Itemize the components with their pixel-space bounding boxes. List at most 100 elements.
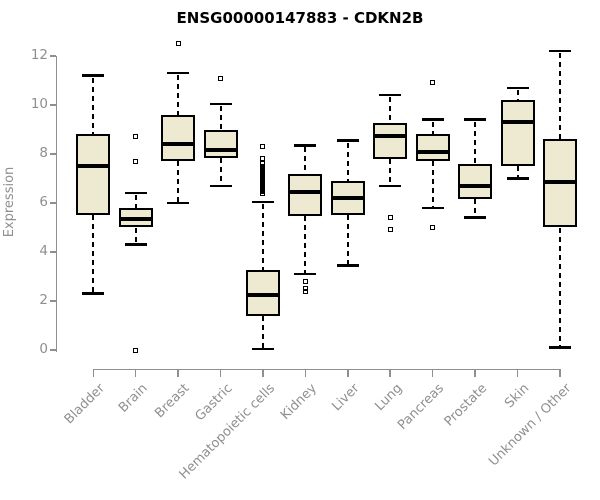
y-tick: [49, 55, 56, 57]
box-skin: [500, 100, 535, 167]
x-tick-label-skin: Skin: [501, 381, 533, 412]
whisker-high-prostate: [474, 121, 477, 164]
whisker-high-cap-skin: [506, 86, 529, 90]
box-bladder: [76, 134, 111, 216]
whisker-low-gastric: [219, 157, 222, 185]
whisker-high-cap-lung: [379, 93, 402, 97]
whisker-high-kidney: [304, 147, 307, 174]
outlier-point-kidney: [302, 278, 308, 284]
x-tick-label-unknown-other: Unknown / Other: [486, 381, 575, 470]
x-tick: [516, 370, 519, 377]
x-tick: [389, 370, 391, 377]
x-tick: [134, 370, 137, 377]
whisker-high-cap-gastric: [209, 102, 232, 106]
whisker-high-cap-liver: [336, 139, 359, 142]
outlier-point-breast: [175, 41, 181, 47]
whisker-low-cap-bladder: [82, 292, 105, 295]
x-tick-label-brain: Brain: [115, 381, 151, 416]
whisker-high-unknown-other: [558, 53, 561, 140]
median-line-unknown-other: [542, 180, 577, 185]
box-prostate: [458, 163, 493, 200]
y-tick: [49, 300, 56, 302]
x-tick: [474, 370, 476, 377]
whisker-high-cap-hematopoietic-cells: [251, 200, 274, 204]
median-line-pancreas: [415, 149, 450, 154]
outlier-point-lung: [387, 215, 393, 221]
box-breast: [161, 114, 196, 162]
whisker-low-cap-brain: [124, 243, 147, 246]
outlier-point-hematopoietic-cells: [260, 190, 266, 196]
median-line-kidney: [288, 189, 323, 194]
whisker-high-cap-bladder: [82, 74, 105, 77]
whisker-low-prostate: [474, 199, 477, 217]
median-line-liver: [330, 196, 365, 201]
whisker-high-skin: [516, 89, 519, 101]
whisker-low-cap-breast: [167, 201, 190, 205]
outlier-point-brain: [133, 158, 139, 164]
box-pancreas: [415, 134, 450, 162]
whisker-high-pancreas: [431, 121, 434, 135]
whisker-low-cap-unknown-other: [548, 346, 571, 349]
whisker-high-cap-prostate: [464, 118, 487, 121]
median-line-lung: [373, 133, 408, 138]
x-tick-label-prostate: Prostate: [441, 381, 490, 430]
whisker-low-unknown-other: [558, 227, 561, 347]
box-gastric: [203, 129, 238, 158]
chart-title: ENSG00000147883 - CDKN2B: [176, 9, 424, 27]
x-tick: [559, 370, 561, 377]
x-tick: [262, 370, 264, 377]
whisker-low-cap-liver: [336, 264, 359, 267]
y-axis-line: [55, 56, 57, 352]
x-axis-line: [92, 368, 561, 370]
whisker-low-lung: [389, 158, 392, 185]
whisker-high-breast: [177, 75, 180, 115]
median-line-prostate: [458, 183, 493, 188]
x-tick: [304, 370, 307, 377]
outlier-point-gastric: [218, 75, 224, 81]
y-tick: [49, 251, 56, 253]
y-tick: [49, 153, 56, 155]
y-tick: [49, 104, 56, 106]
whisker-high-cap-unknown-other: [548, 49, 571, 53]
median-line-gastric: [203, 148, 238, 153]
outlier-point-hematopoietic-cells: [260, 144, 266, 150]
box-kidney: [288, 173, 323, 217]
x-tick-label-breast: Breast: [152, 381, 193, 422]
whisker-low-breast: [177, 161, 180, 202]
y-tick: [49, 349, 56, 351]
x-tick-label-bladder: Bladder: [61, 381, 108, 428]
x-tick: [219, 370, 222, 377]
outlier-point-hematopoietic-cells: [260, 156, 266, 162]
x-tick: [92, 370, 95, 377]
outlier-point-brain: [133, 134, 139, 140]
whisker-low-cap-gastric: [209, 184, 232, 188]
x-tick: [177, 370, 179, 377]
outlier-point-lung: [387, 227, 393, 233]
whisker-high-hematopoietic-cells: [261, 203, 264, 271]
y-tick-label: 10: [30, 96, 48, 112]
y-tick-label: 4: [39, 243, 48, 259]
whisker-low-liver: [346, 215, 349, 265]
y-tick: [49, 202, 56, 204]
whisker-high-cap-pancreas: [421, 118, 444, 121]
outlier-point-pancreas: [430, 225, 436, 230]
whisker-low-hematopoietic-cells: [261, 315, 264, 348]
median-line-brain: [118, 216, 153, 221]
whisker-high-cap-kidney: [294, 144, 317, 147]
median-line-skin: [500, 120, 535, 125]
whisker-high-liver: [346, 142, 349, 181]
whisker-low-cap-hematopoietic-cells: [251, 347, 274, 351]
whisker-low-cap-kidney: [294, 272, 317, 276]
x-tick-label-lung: Lung: [371, 381, 405, 415]
whisker-low-kidney: [304, 216, 307, 274]
x-tick-label-gastric: Gastric: [192, 381, 236, 425]
whisker-low-brain: [134, 227, 137, 244]
whisker-high-bladder: [92, 77, 95, 135]
x-tick: [431, 370, 434, 377]
x-tick: [347, 370, 349, 377]
median-line-bladder: [76, 164, 111, 169]
whisker-high-lung: [389, 97, 392, 124]
whisker-low-bladder: [92, 215, 95, 293]
whisker-low-skin: [516, 166, 519, 178]
